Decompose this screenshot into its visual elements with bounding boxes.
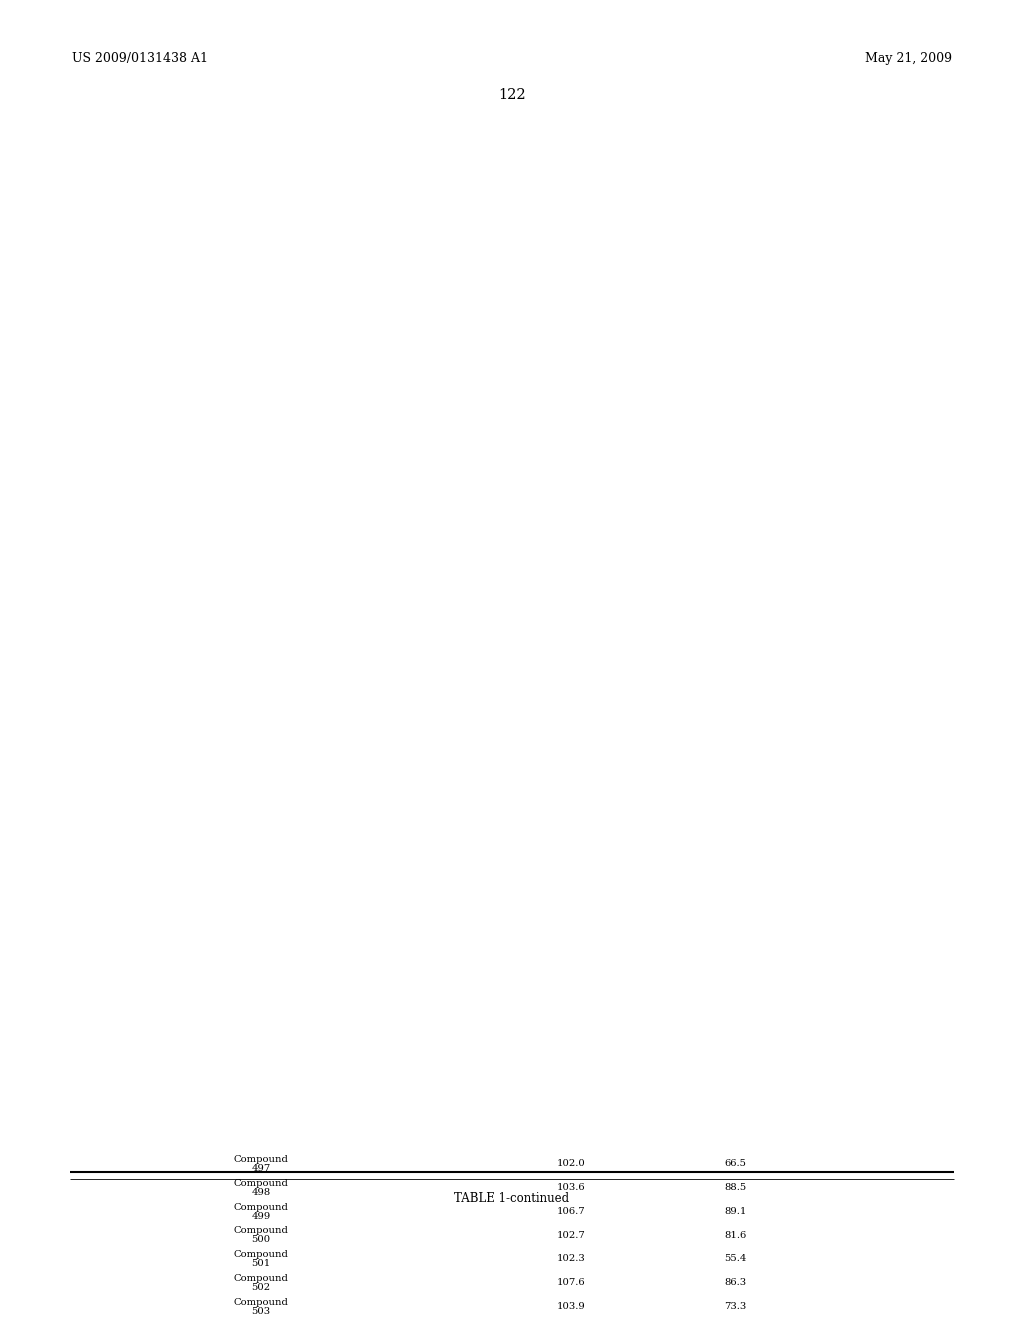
Text: 499: 499 bbox=[252, 1212, 270, 1221]
Text: 497: 497 bbox=[252, 1164, 270, 1173]
Text: Compound: Compound bbox=[233, 1298, 289, 1307]
Text: 102.3: 102.3 bbox=[557, 1254, 586, 1263]
Text: 500: 500 bbox=[252, 1236, 270, 1245]
Text: 107.6: 107.6 bbox=[557, 1278, 586, 1287]
Text: 89.1: 89.1 bbox=[724, 1206, 746, 1216]
Text: 81.6: 81.6 bbox=[724, 1230, 746, 1239]
Text: May 21, 2009: May 21, 2009 bbox=[865, 51, 952, 65]
Text: 86.3: 86.3 bbox=[724, 1278, 746, 1287]
Text: 501: 501 bbox=[252, 1259, 270, 1269]
Text: 106.7: 106.7 bbox=[557, 1206, 586, 1216]
Text: 102.0: 102.0 bbox=[557, 1159, 586, 1168]
Text: 55.4: 55.4 bbox=[724, 1254, 746, 1263]
Text: 88.5: 88.5 bbox=[724, 1183, 746, 1192]
Text: 102.7: 102.7 bbox=[557, 1230, 586, 1239]
Text: 66.5: 66.5 bbox=[724, 1159, 746, 1168]
Text: 73.3: 73.3 bbox=[724, 1302, 746, 1311]
Text: 503: 503 bbox=[252, 1307, 270, 1316]
Text: 122: 122 bbox=[499, 88, 525, 102]
Text: Compound: Compound bbox=[233, 1226, 289, 1236]
Text: Compound: Compound bbox=[233, 1203, 289, 1212]
Text: 103.9: 103.9 bbox=[557, 1302, 586, 1311]
Text: US 2009/0131438 A1: US 2009/0131438 A1 bbox=[72, 51, 208, 65]
Text: 103.6: 103.6 bbox=[557, 1183, 586, 1192]
Text: 502: 502 bbox=[252, 1283, 270, 1292]
Text: Compound: Compound bbox=[233, 1250, 289, 1259]
Text: Compound: Compound bbox=[233, 1274, 289, 1283]
Text: TABLE 1-continued: TABLE 1-continued bbox=[455, 1192, 569, 1205]
Text: 498: 498 bbox=[252, 1188, 270, 1197]
Text: Compound: Compound bbox=[233, 1179, 289, 1188]
Text: Compound: Compound bbox=[233, 1155, 289, 1164]
